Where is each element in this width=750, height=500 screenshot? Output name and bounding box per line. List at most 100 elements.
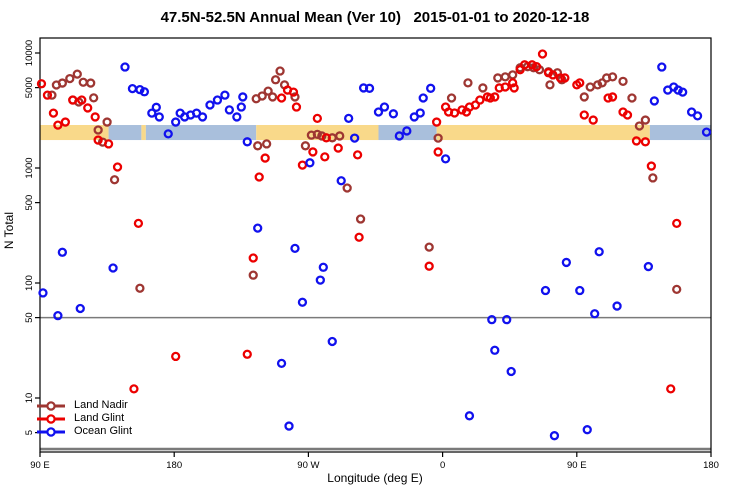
data-point-land-nadir	[47, 90, 57, 100]
y-tick-label: 500	[24, 195, 35, 211]
data-point-land-glint	[254, 172, 264, 182]
data-point-ocean-glint	[561, 257, 572, 268]
data-point-land-glint	[470, 100, 481, 110]
data-point-land-glint	[53, 120, 63, 130]
data-point-land-nadir	[86, 78, 96, 88]
data-point-ocean-glint	[612, 301, 622, 311]
data-point-land-nadir	[253, 141, 263, 151]
data-point-land-glint	[60, 117, 70, 127]
x-tick-label: 90 E	[567, 460, 587, 471]
data-point-land-glint	[308, 147, 318, 157]
x-tick-label: 180	[166, 460, 182, 471]
data-point-land-nadir	[493, 73, 503, 83]
data-point-ocean-glint	[373, 107, 384, 117]
data-point-land-glint	[555, 73, 566, 83]
data-point-ocean-glint	[590, 309, 600, 319]
data-point-land-glint	[485, 93, 495, 103]
data-point-ocean-glint	[75, 303, 85, 314]
data-point-ocean-glint	[692, 111, 703, 121]
data-point-land-nadir	[342, 183, 352, 193]
data-point-land-glint	[133, 218, 144, 229]
data-point-ocean-glint	[540, 285, 551, 296]
data-point-ocean-glint	[643, 261, 654, 272]
data-point-land-glint	[42, 90, 53, 100]
data-point-land-nadir	[446, 93, 457, 103]
data-point-land-nadir	[545, 80, 555, 90]
data-point-land-glint	[588, 115, 598, 125]
data-point-land-glint	[431, 117, 442, 127]
data-point-ocean-glint	[582, 425, 592, 435]
surface-strip-ocean	[378, 125, 437, 141]
data-point-ocean-glint	[336, 176, 346, 186]
data-point-ocean-glint	[242, 137, 252, 147]
data-point-land-glint	[508, 78, 518, 88]
y-tick-label: 10000	[24, 40, 35, 66]
data-point-land-nadir	[355, 214, 366, 224]
data-point-land-nadir	[290, 92, 300, 102]
data-point-ocean-glint	[151, 102, 161, 112]
data-point-land-glint	[457, 105, 467, 115]
data-point-ocean-glint	[139, 87, 150, 97]
data-point-land-glint	[288, 87, 299, 97]
data-point-ocean-glint	[108, 263, 118, 273]
y-tick-label: 5	[24, 430, 35, 435]
data-point-land-glint	[297, 160, 308, 170]
data-point-land-nadir	[424, 242, 434, 252]
data-point-land-nadir	[261, 139, 272, 149]
land-nadir-marker-icon	[37, 400, 65, 411]
x-tick-label: 0	[440, 460, 445, 471]
x-tick-label: 90 E	[30, 460, 50, 471]
data-point-land-glint	[312, 113, 322, 124]
data-point-ocean-glint	[305, 158, 315, 168]
data-point-land-nadir	[627, 93, 637, 103]
data-point-land-glint	[93, 135, 103, 145]
y-tick-label: 10	[24, 393, 35, 404]
data-point-land-nadir	[433, 133, 443, 143]
x-axis-title: Longitude (deg E)	[327, 471, 423, 485]
data-point-land-glint	[291, 102, 302, 112]
surface-strip-ocean	[145, 125, 257, 141]
y-tick-label: 100	[24, 275, 35, 291]
surface-strip-land	[256, 125, 379, 141]
data-point-land-glint	[622, 110, 633, 120]
data-point-land-glint	[48, 108, 59, 118]
data-point-ocean-glint	[502, 315, 512, 325]
data-point-ocean-glint	[290, 243, 300, 254]
data-point-land-nadir	[618, 76, 628, 86]
data-point-land-glint	[646, 161, 657, 171]
data-point-land-nadir	[257, 91, 267, 101]
data-point-ocean-glint	[315, 275, 325, 285]
data-point-land-glint	[607, 92, 618, 102]
data-point-land-glint	[352, 150, 363, 160]
data-point-land-glint	[475, 95, 485, 105]
data-point-land-nadir	[672, 284, 682, 295]
data-point-land-nadir	[72, 69, 82, 79]
data-point-ocean-glint	[163, 129, 173, 139]
data-point-land-nadir	[478, 83, 488, 93]
data-point-land-nadir	[634, 121, 645, 131]
legend-item-ocean-glint: Ocean Glint	[36, 425, 132, 438]
data-point-land-glint	[103, 139, 114, 149]
data-point-ocean-glint	[657, 62, 667, 72]
data-point-land-nadir	[317, 131, 327, 141]
data-point-land-glint	[129, 384, 139, 394]
data-point-land-glint	[276, 93, 287, 103]
data-point-ocean-glint	[154, 112, 164, 122]
legend-label-ocean-glint: Ocean Glint	[74, 425, 133, 437]
data-point-land-glint	[321, 133, 331, 143]
data-point-land-nadir	[263, 86, 273, 96]
data-point-land-nadir	[335, 131, 345, 141]
data-point-ocean-glint	[147, 108, 157, 118]
data-point-land-glint	[515, 65, 525, 75]
x-tick-label: 180	[703, 460, 719, 471]
data-point-ocean-glint	[402, 126, 412, 136]
data-point-ocean-glint	[197, 112, 208, 122]
data-point-land-glint	[575, 78, 585, 88]
data-point-land-glint	[424, 261, 434, 271]
data-point-land-glint	[579, 110, 589, 120]
data-point-land-nadir	[275, 66, 285, 76]
data-point-ocean-glint	[575, 285, 585, 296]
data-point-ocean-glint	[506, 366, 516, 377]
data-point-land-nadir	[270, 75, 281, 85]
